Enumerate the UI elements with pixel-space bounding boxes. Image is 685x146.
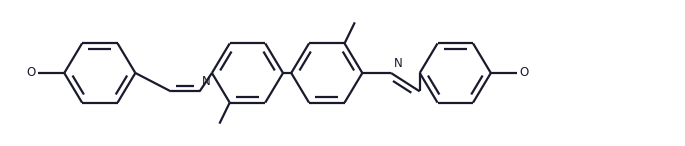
- Text: N: N: [394, 57, 403, 70]
- Text: O: O: [26, 66, 36, 80]
- Text: N: N: [202, 75, 211, 88]
- Text: O: O: [519, 66, 529, 80]
